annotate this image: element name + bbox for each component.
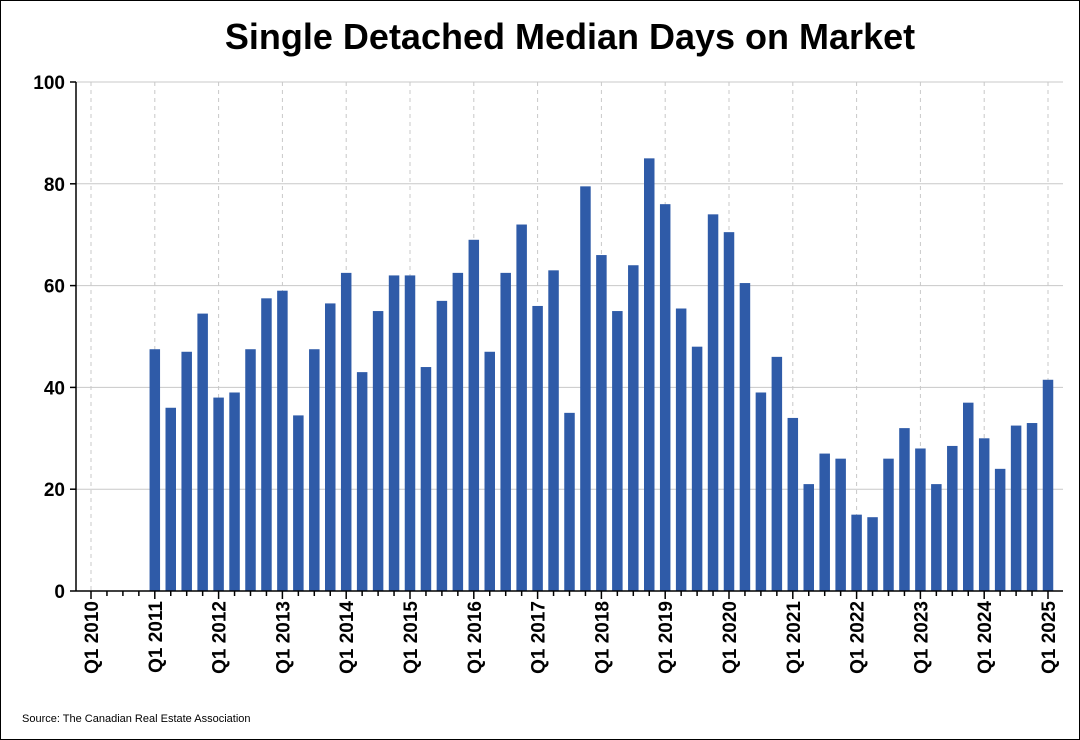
- x-tick-label: Q1 2020: [720, 601, 741, 674]
- bar: [851, 514, 862, 591]
- bar: [899, 428, 910, 591]
- bar: [516, 224, 527, 591]
- bar: [500, 272, 511, 591]
- bar: [787, 417, 799, 591]
- x-tick-label: Q1 2016: [465, 601, 486, 674]
- y-tick-label: 60: [44, 277, 65, 298]
- bar: [644, 158, 655, 591]
- bar: [580, 186, 591, 591]
- bar: [915, 448, 926, 591]
- bar: [1010, 425, 1022, 591]
- bar: [819, 453, 830, 591]
- bar: [293, 415, 304, 591]
- x-tick-label: Q1 2019: [656, 601, 677, 674]
- x-tick-label: Q1 2022: [848, 601, 869, 674]
- bar: [452, 272, 464, 591]
- bar: [883, 458, 894, 591]
- bar: [548, 270, 559, 591]
- x-tick-label: Q1 2024: [975, 601, 996, 674]
- bar: [340, 272, 352, 591]
- x-tick-label: Q1 2017: [529, 601, 550, 674]
- x-tick-label: Q1 2012: [210, 601, 231, 674]
- bar: [388, 275, 400, 591]
- x-tick-label: Q1 2010: [82, 601, 103, 674]
- bar: [978, 438, 990, 591]
- bar: [309, 349, 320, 591]
- x-tick-label: Q1 2013: [273, 601, 294, 674]
- bar: [947, 445, 958, 591]
- bar: [277, 290, 288, 591]
- chart-title: Single Detached Median Days on Market: [224, 16, 916, 57]
- bar: [691, 346, 703, 591]
- x-tick-label: Q1 2018: [592, 601, 613, 674]
- y-tick-label: 40: [44, 378, 65, 399]
- bar: [867, 517, 878, 591]
- bar: [723, 232, 735, 591]
- x-tick-label: Q1 2014: [337, 601, 358, 674]
- bar: [994, 468, 1006, 591]
- x-tick-label: Q1 2015: [401, 601, 422, 674]
- bar: [707, 214, 719, 591]
- bar: [1026, 423, 1038, 591]
- bar: [931, 484, 942, 591]
- bar: [1042, 379, 1054, 591]
- bar: [675, 308, 687, 591]
- bar: [659, 204, 671, 591]
- x-tick-label: Q1 2011: [146, 601, 167, 673]
- bar: [420, 367, 432, 591]
- bar: [484, 351, 495, 591]
- y-tick-label: 20: [44, 480, 65, 501]
- bar: [404, 275, 416, 591]
- bar: [596, 255, 607, 591]
- bar: [803, 484, 814, 591]
- bar: [229, 392, 240, 591]
- bar: [468, 239, 480, 592]
- chart-source: Source: The Canadian Real Estate Associa…: [22, 713, 251, 725]
- bar: [628, 265, 639, 591]
- bar: [835, 458, 846, 591]
- x-tick-label: Q1 2021: [784, 601, 805, 674]
- bar: [532, 305, 543, 591]
- bar: [325, 303, 336, 591]
- x-tick-label: Q1 2023: [911, 601, 932, 674]
- bar: [245, 349, 256, 591]
- bar: [771, 356, 783, 591]
- x-tick-label: Q1 2025: [1039, 601, 1060, 674]
- bar: [149, 349, 161, 591]
- bar: [612, 311, 623, 591]
- y-tick-label: 80: [44, 175, 65, 196]
- bar: [372, 311, 384, 591]
- bar: [213, 397, 224, 591]
- y-tick-label: 100: [33, 73, 65, 94]
- y-tick-label: 0: [54, 582, 65, 603]
- bar: [963, 402, 974, 591]
- bar: [739, 283, 751, 591]
- bar: [564, 412, 575, 591]
- bar: [436, 300, 448, 591]
- bar: [755, 392, 767, 591]
- bar: [261, 298, 272, 591]
- bar: [165, 407, 176, 591]
- bar: [181, 351, 192, 591]
- bar: [197, 313, 208, 591]
- bar: [356, 372, 368, 591]
